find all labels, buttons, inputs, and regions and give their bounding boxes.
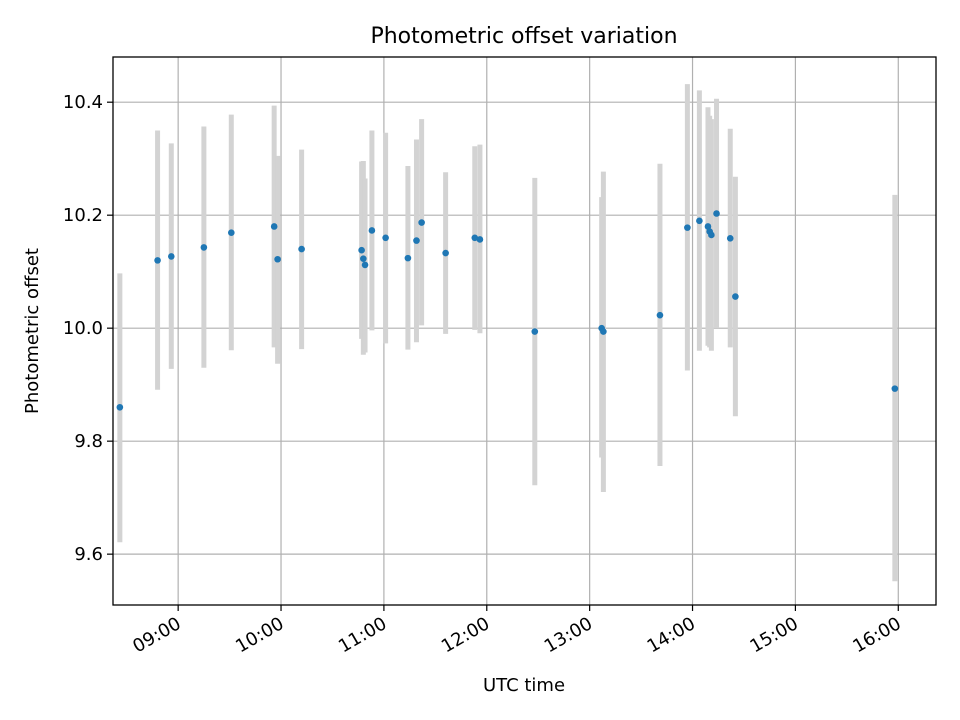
data-point [713,210,720,217]
data-point [404,254,412,262]
data-point [361,261,369,269]
grid [113,57,936,605]
data-point [368,227,376,234]
data-point [684,224,691,231]
data-point [200,244,208,251]
data-point [418,219,425,226]
data-point [656,311,664,319]
y-tick-label: 9.6 [74,544,103,565]
data-point [726,235,734,242]
data-point [228,229,235,236]
data-point [270,223,278,230]
data-point [704,223,712,230]
data-point [442,249,449,257]
data-point [154,257,161,264]
data-point [531,328,539,335]
data-point [167,253,175,260]
data-point [471,234,479,242]
data-points [116,210,899,411]
data-point [360,255,367,262]
data-point [476,236,484,243]
data-point [891,385,899,392]
plot-frame [112,56,937,606]
y-tick-label: 9.8 [74,431,103,452]
data-point [413,237,420,244]
x-axis-label: UTC time [483,675,565,696]
y-tick-label: 10.4 [63,92,103,113]
data-point [298,245,305,253]
data-point [732,293,739,300]
y-tick-label: 10.0 [63,318,103,339]
y-axis-label: Photometric offset [22,248,43,414]
data-point [274,255,281,263]
data-point [600,328,607,335]
data-point [358,246,365,254]
data-point [696,217,703,225]
data-point [116,403,124,411]
data-point [708,231,715,239]
data-point [382,234,389,242]
chart-title: Photometric offset variation [370,24,677,49]
y-tick-label: 10.2 [63,205,103,226]
y-axis: 9.6 9.8 10.0 10.2 10.4 [63,92,113,565]
